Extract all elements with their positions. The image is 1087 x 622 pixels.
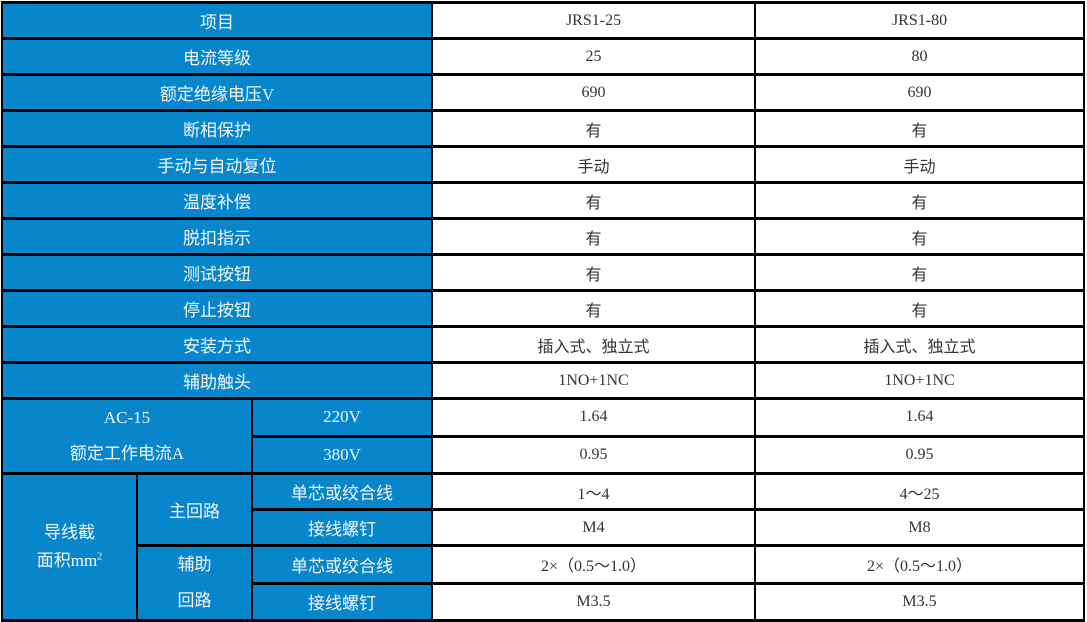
conductor-title-line2: 面积mm xyxy=(36,551,98,570)
model-name-cell: JRS1-80 xyxy=(754,1,1085,40)
value-cell: 有 xyxy=(431,217,756,256)
row-label-cell: 电流等级 xyxy=(1,37,433,76)
row-label-cell: 温度补偿 xyxy=(1,181,433,220)
table-row: 辅助触头 1NO+1NC 1NO+1NC xyxy=(1,361,1085,400)
value-cell: 手动 xyxy=(754,145,1085,184)
voltage-label-cell: 220V xyxy=(251,397,433,438)
value-cell: 0.95 xyxy=(754,434,1085,475)
wire-type-label-cell: 接线螺钉 xyxy=(251,581,433,622)
value-cell: 25 xyxy=(431,37,756,76)
table-row: 温度补偿 有 有 xyxy=(1,181,1085,220)
row-label-cell: 脱扣指示 xyxy=(1,217,433,256)
value-cell: 0.95 xyxy=(431,434,756,475)
value-cell: 有 xyxy=(754,181,1085,220)
aux-circuit-line1: 辅助 xyxy=(177,555,212,574)
aux-circuit-line2: 回路 xyxy=(177,591,212,610)
table-row: AC-15 额定工作电流A 220V 1.64 1.64 xyxy=(1,397,1085,475)
table-row: 导线截 面积mm2 主回路 单芯或绞合线 1～4 4～25 xyxy=(1,472,1085,622)
value-cell: 插入式、独立式 xyxy=(431,325,756,364)
value-cell: 1.64 xyxy=(431,397,756,438)
value-cell: 有 xyxy=(754,217,1085,256)
value-cell: M3.5 xyxy=(754,581,1085,622)
circuit-group-label-aux: 辅助 回路 xyxy=(136,544,253,622)
wire-type-label-cell: 接线螺钉 xyxy=(251,508,433,547)
table-row: 项目 JRS1-25 JRS1-80 xyxy=(1,1,1085,40)
row-label-cell: 安装方式 xyxy=(1,325,433,364)
value-cell: M3.5 xyxy=(431,581,756,622)
value-cell: 有 xyxy=(754,253,1085,292)
row-label-cell: 测试按钮 xyxy=(1,253,433,292)
value-cell: 4～25 xyxy=(754,472,1085,511)
table-row: 接线螺钉 M4 M8 xyxy=(2,508,1085,547)
value-cell: 有 xyxy=(431,253,756,292)
value-cell: 手动 xyxy=(431,145,756,184)
value-cell: 690 xyxy=(431,73,756,112)
row-label-cell: 停止按钮 xyxy=(1,289,433,328)
value-cell: 1～4 xyxy=(431,472,756,511)
row-label-item: 项目 xyxy=(1,1,433,40)
ac15-title-line1: AC-15 xyxy=(103,408,151,427)
row-label-cell: 断相保护 xyxy=(1,109,433,148)
value-cell: M8 xyxy=(754,508,1085,547)
value-cell: 690 xyxy=(754,73,1085,112)
table-row: 接线螺钉 M3.5 M3.5 xyxy=(2,581,1085,622)
row-label-cell: 手动与自动复位 xyxy=(1,145,433,184)
table-row: 380V 0.95 0.95 xyxy=(2,434,1085,475)
value-cell: 1NO+1NC xyxy=(431,361,756,400)
value-cell: 1NO+1NC xyxy=(754,361,1085,400)
table-row: 测试按钮 有 有 xyxy=(1,253,1085,292)
row-label-cell: 辅助触头 xyxy=(1,361,433,400)
table-row: 脱扣指示 有 有 xyxy=(1,217,1085,256)
value-cell: 2×（0.5～1.0） xyxy=(754,544,1085,585)
conductor-title-line1: 导线截 xyxy=(44,523,95,542)
table-row: 电流等级 25 80 xyxy=(1,37,1085,76)
row-label-conductor-area: 导线截 面积mm2 xyxy=(1,472,138,622)
value-cell: 有 xyxy=(431,109,756,148)
table-row: 辅助 回路 单芯或绞合线 2×（0.5～1.0） 2×（0.5～1.0） xyxy=(2,544,1085,622)
value-cell: M4 xyxy=(431,508,756,547)
table-row: 额定绝缘电压V 690 690 xyxy=(1,73,1085,112)
value-cell: 有 xyxy=(754,289,1085,328)
value-cell: 有 xyxy=(431,181,756,220)
row-label-cell: 额定绝缘电压V xyxy=(1,73,433,112)
table-row: 停止按钮 有 有 xyxy=(1,289,1085,328)
table-row: 安装方式 插入式、独立式 插入式、独立式 xyxy=(1,325,1085,364)
value-cell: 有 xyxy=(431,289,756,328)
circuit-group-label-main: 主回路 xyxy=(136,472,253,547)
wire-type-label-cell: 单芯或绞合线 xyxy=(251,472,433,511)
value-cell: 80 xyxy=(754,37,1085,76)
conductor-title-superscript: 2 xyxy=(97,551,103,563)
value-cell: 插入式、独立式 xyxy=(754,325,1085,364)
model-name-cell: JRS1-25 xyxy=(431,1,756,40)
row-label-ac15: AC-15 额定工作电流A xyxy=(1,397,253,475)
table-row: 手动与自动复位 手动 手动 xyxy=(1,145,1085,184)
wire-type-label-cell: 单芯或绞合线 xyxy=(251,544,433,585)
voltage-label-cell: 380V xyxy=(251,434,433,475)
value-cell: 1.64 xyxy=(754,397,1085,438)
value-cell: 2×（0.5～1.0） xyxy=(431,544,756,585)
value-cell: 有 xyxy=(754,109,1085,148)
table-row: 断相保护 有 有 xyxy=(1,109,1085,148)
ac15-title-line2: 额定工作电流A xyxy=(69,444,185,463)
